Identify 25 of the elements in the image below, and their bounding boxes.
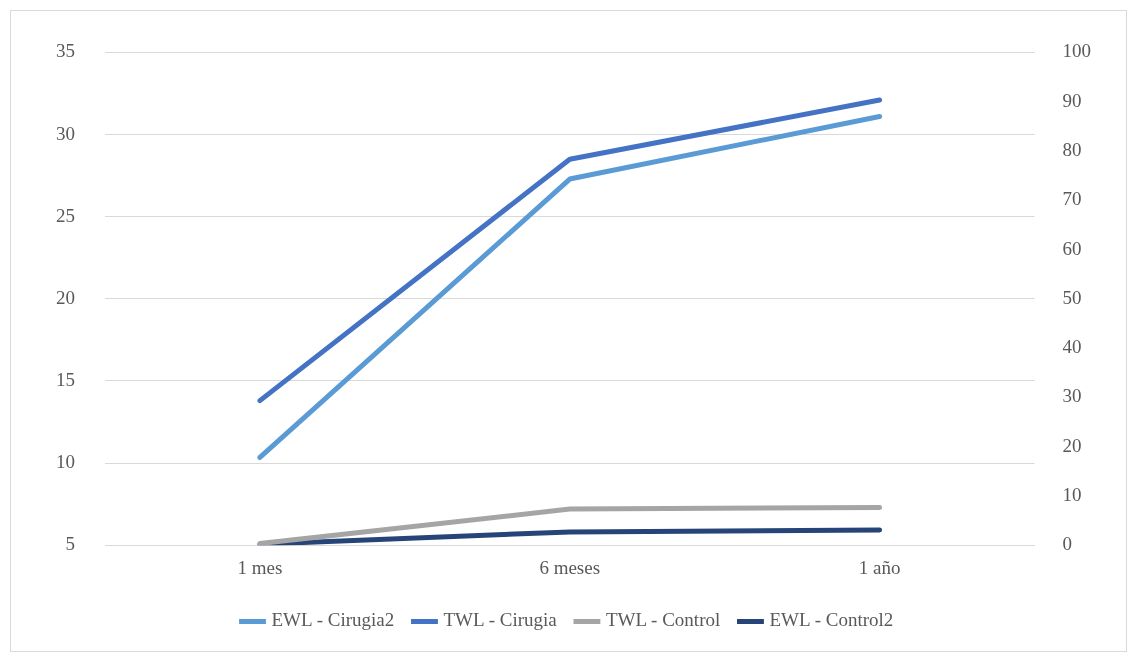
y-tick-label: 15 [56,368,75,390]
y2-tick-label: 40 [1062,336,1082,358]
y2-tick-label: 20 [1062,434,1082,456]
y-tick-label: 35 [56,40,75,62]
y-tick-label: 5 [65,533,75,555]
y2-tick-label: 70 [1062,188,1082,210]
y2-tick-label: 50 [1062,286,1082,308]
y2-tick-label: 90 [1062,89,1082,111]
y2-tick-label: 100 [1062,40,1091,62]
x-tick-label: 1 año [858,556,901,578]
x-tick-label: 1 mes [237,556,283,578]
legend-label: TWL - Control [605,609,721,631]
y-tick-label: 25 [56,204,75,226]
y2-tick-label: 30 [1062,385,1082,407]
y-tick-label: 30 [56,122,75,144]
legend-label: EWL - Control2 [769,609,894,631]
x-tick-label: 6 meses [539,556,601,578]
y-tick-label: 20 [56,286,75,308]
legend-label: EWL - Cirugia2 [271,609,395,631]
y2-tick-label: 60 [1062,237,1082,259]
legend-label: TWL - Cirugia [443,609,558,631]
y2-tick-label: 10 [1062,483,1082,505]
y-tick-label: 10 [56,451,75,473]
y2-tick-label: 0 [1062,533,1072,555]
y2-tick-label: 80 [1062,138,1082,160]
